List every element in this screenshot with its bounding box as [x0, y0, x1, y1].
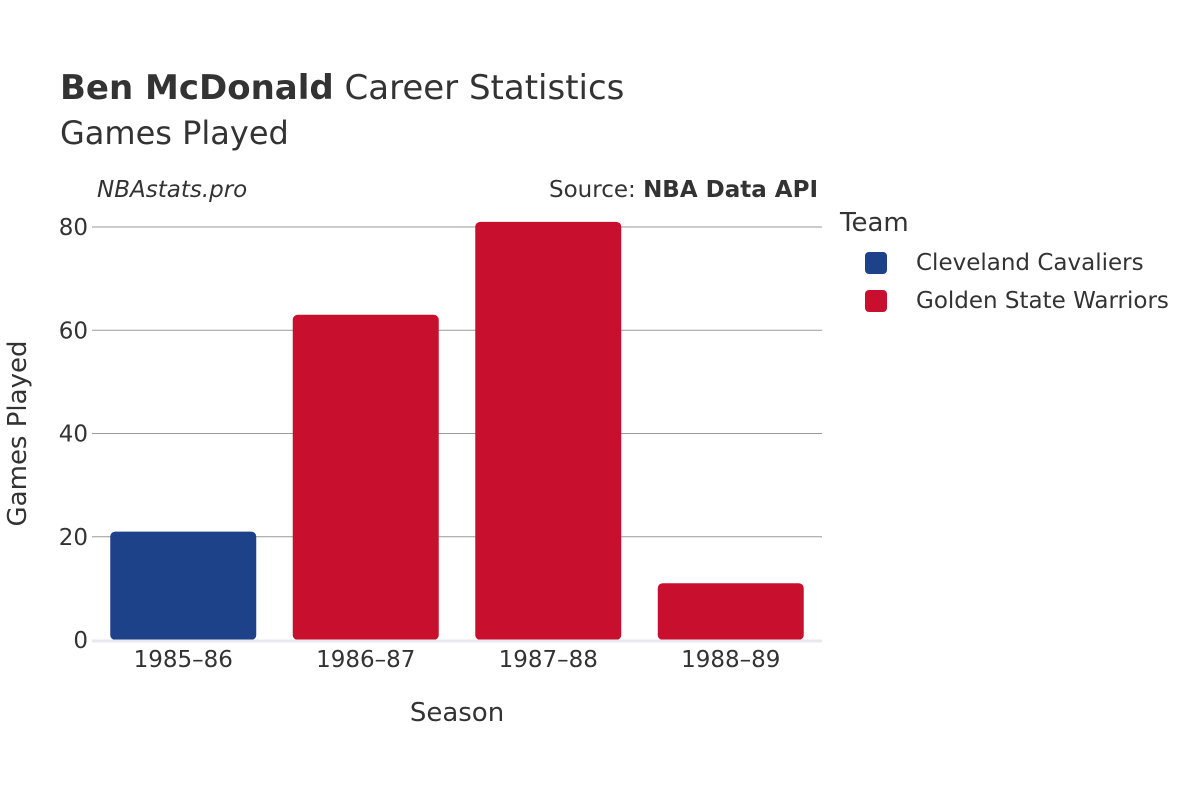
x-axis-title: Season	[410, 698, 504, 728]
watermark: NBAstats.pro	[97, 177, 248, 203]
legend-title: Team	[840, 208, 909, 238]
chart-subtitle: Games Played	[60, 114, 289, 152]
bar-1986–87	[292, 314, 439, 640]
x-tick-label: 1987–88	[499, 647, 598, 673]
legend-item-cleveland-cavaliers[interactable]: Cleveland Cavaliers	[840, 244, 1169, 282]
source-prefix: Source:	[549, 177, 644, 203]
y-tick-label: 0	[73, 628, 88, 654]
y-tick-label: 60	[59, 318, 88, 344]
legend: Team Cleveland Cavaliers Golden State Wa…	[840, 208, 1169, 320]
bar-1985–86	[110, 531, 257, 640]
legend-label: Cleveland Cavaliers	[916, 250, 1144, 276]
source-name: NBA Data API	[643, 177, 818, 203]
legend-swatch-cleveland-cavaliers	[865, 252, 887, 274]
chart-title: Ben McDonald Career Statistics	[60, 66, 624, 110]
y-axis-title: Games Played	[3, 341, 33, 527]
bar-1987–88	[475, 221, 622, 640]
legend-label: Golden State Warriors	[916, 288, 1169, 314]
x-tick-label: 1985–86	[134, 647, 233, 673]
title-suffix: Career Statistics	[333, 68, 625, 108]
x-tick-label: 1986–87	[316, 647, 415, 673]
legend-item-golden-state-warriors[interactable]: Golden State Warriors	[840, 282, 1169, 320]
y-tick-label: 40	[59, 422, 88, 448]
source-credit: Source: NBA Data API	[549, 177, 818, 203]
y-tick-label: 80	[59, 215, 88, 241]
player-name: Ben McDonald	[60, 68, 334, 108]
y-tick-label: 20	[59, 525, 88, 551]
bar-1988–89	[657, 583, 804, 640]
x-tick-label: 1988–89	[681, 647, 780, 673]
legend-swatch-golden-state-warriors	[865, 290, 887, 312]
